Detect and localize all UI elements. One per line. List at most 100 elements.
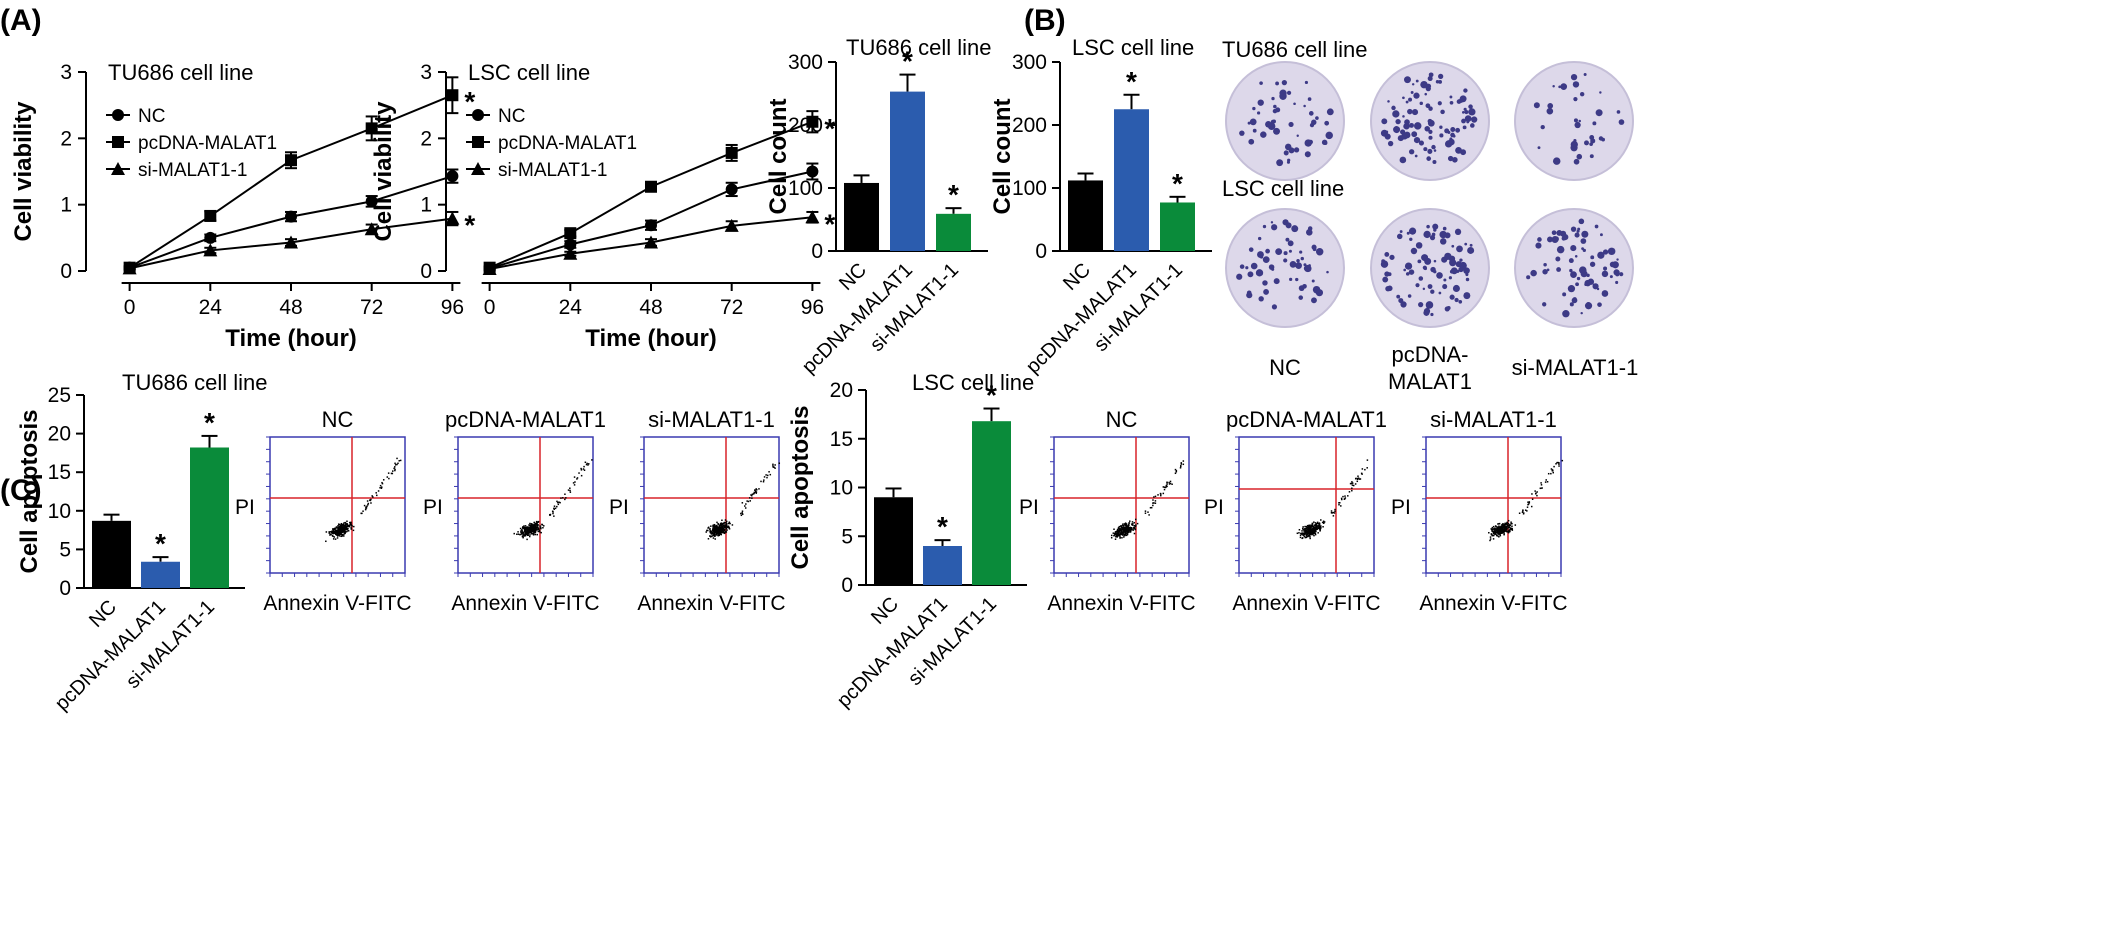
event-dot bbox=[346, 530, 348, 533]
data-point-square bbox=[285, 154, 297, 167]
event-dot bbox=[1163, 486, 1166, 488]
colony-dot bbox=[1611, 261, 1619, 269]
event-dot bbox=[536, 521, 538, 524]
event-dot bbox=[534, 533, 537, 536]
event-dot bbox=[531, 523, 533, 525]
colony-dot bbox=[1615, 272, 1620, 277]
bar-0 bbox=[874, 497, 913, 585]
colony-dot bbox=[1435, 80, 1440, 84]
event-dot bbox=[1127, 531, 1129, 533]
flow-plot: NC PI Annexin V-FITC bbox=[235, 407, 412, 615]
event-dot bbox=[1304, 528, 1306, 530]
colony-dot bbox=[1288, 249, 1292, 253]
plate-dish bbox=[1514, 208, 1634, 328]
colony-dot bbox=[1447, 130, 1451, 134]
event-dot bbox=[1541, 487, 1543, 489]
event-dot bbox=[1315, 530, 1317, 533]
event-dot bbox=[331, 531, 334, 534]
event-dot bbox=[1352, 484, 1355, 487]
event-dot bbox=[1153, 502, 1155, 504]
event-dot bbox=[709, 528, 711, 531]
colony-dot bbox=[1442, 284, 1448, 290]
event-dot bbox=[1540, 484, 1543, 486]
event-dot bbox=[1307, 531, 1309, 533]
colony-dot bbox=[1468, 104, 1473, 109]
event-dot bbox=[1492, 532, 1495, 534]
colony-plate bbox=[1370, 61, 1490, 181]
event-dot bbox=[718, 527, 720, 530]
event-dot bbox=[365, 506, 367, 508]
colony-dot bbox=[1449, 95, 1453, 99]
colony-dot bbox=[1400, 301, 1407, 308]
event-dot bbox=[350, 523, 353, 526]
event-dot bbox=[772, 466, 774, 468]
event-dot bbox=[1351, 484, 1354, 486]
event-dot bbox=[531, 527, 533, 529]
event-dot bbox=[710, 525, 712, 527]
colony-dot bbox=[1463, 267, 1470, 274]
event-dot bbox=[773, 466, 775, 469]
event-dot bbox=[1316, 521, 1319, 524]
colony-dot bbox=[1596, 287, 1600, 291]
event-dot bbox=[1501, 532, 1504, 534]
colony-dot bbox=[1384, 252, 1390, 257]
y-tick-label: 10 bbox=[48, 500, 71, 523]
colony-dot bbox=[1543, 262, 1547, 267]
event-dot bbox=[1316, 522, 1319, 525]
event-dot bbox=[778, 462, 781, 464]
event-dot bbox=[520, 531, 522, 534]
event-dot bbox=[1332, 511, 1335, 514]
colony-dot bbox=[1560, 83, 1568, 90]
event-dot bbox=[1124, 528, 1127, 530]
colony-dot bbox=[1468, 108, 1476, 116]
plate-row-label: TU686 cell line bbox=[1222, 37, 1368, 62]
event-dot bbox=[1500, 532, 1502, 534]
flow-plot-title: NC bbox=[322, 407, 354, 432]
event-dot bbox=[724, 524, 726, 526]
significance-star: * bbox=[1172, 168, 1183, 199]
event-dot bbox=[1332, 515, 1335, 517]
data-point-triangle bbox=[445, 211, 460, 225]
flow-x-axis-label: Annexin V-FITC bbox=[263, 592, 411, 615]
event-dot bbox=[1118, 528, 1121, 530]
flow-plot: NC PI Annexin V-FITC bbox=[1019, 407, 1196, 615]
event-dot bbox=[1123, 530, 1126, 532]
colony-dot bbox=[1408, 227, 1417, 235]
event-dot bbox=[390, 472, 393, 475]
event-dot bbox=[1359, 478, 1362, 480]
event-dot bbox=[717, 531, 720, 534]
legend-label: pcDNA-MALAT1 bbox=[498, 133, 637, 154]
event-dot bbox=[525, 531, 527, 533]
event-dot bbox=[340, 522, 343, 525]
event-dot bbox=[1134, 525, 1137, 528]
colony-dot bbox=[1567, 285, 1576, 293]
event-dot bbox=[716, 527, 719, 530]
x-tick-label: 96 bbox=[441, 296, 464, 319]
event-dot bbox=[1539, 487, 1542, 490]
event-dot bbox=[1492, 538, 1495, 540]
colony-dot bbox=[1562, 310, 1570, 318]
event-dot bbox=[1535, 492, 1537, 494]
flow-plot-frame bbox=[643, 436, 780, 574]
colony-dot bbox=[1392, 110, 1400, 118]
event-dot bbox=[525, 530, 528, 532]
colony-dot bbox=[1404, 76, 1411, 84]
colony-dot bbox=[1283, 251, 1288, 256]
event-dot bbox=[1115, 534, 1117, 537]
legend-marker-triangle bbox=[111, 162, 125, 175]
event-dot bbox=[340, 525, 343, 527]
event-dot bbox=[539, 525, 541, 527]
event-dot bbox=[1115, 532, 1117, 535]
colony-dot bbox=[1428, 129, 1433, 134]
event-dot bbox=[723, 521, 726, 524]
colony-dot bbox=[1426, 156, 1432, 161]
colony-dot bbox=[1582, 248, 1586, 252]
event-dot bbox=[1131, 524, 1134, 526]
colony-dot bbox=[1542, 269, 1548, 275]
event-dot bbox=[723, 532, 726, 535]
colony-dot bbox=[1535, 242, 1542, 249]
event-dot bbox=[340, 530, 343, 533]
colony-dot bbox=[1422, 287, 1426, 291]
event-dot bbox=[1303, 535, 1306, 537]
event-dot bbox=[392, 470, 394, 472]
